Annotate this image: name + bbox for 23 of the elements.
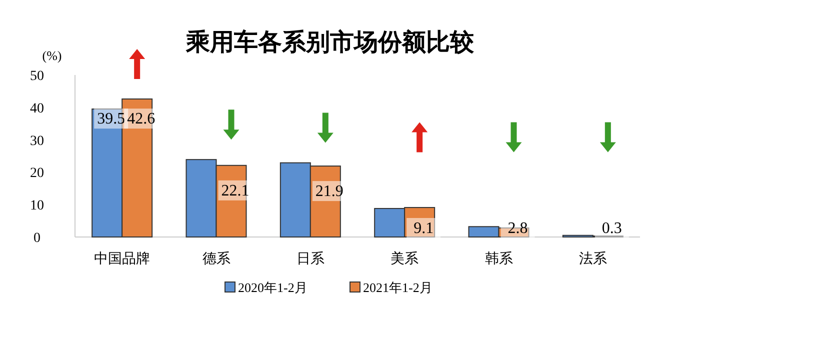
data-label: 42.6 [127, 110, 156, 128]
data-label: 9.1 [414, 220, 434, 237]
y-tick-label: 50 [30, 69, 44, 84]
x-tick-label: 德系 [202, 251, 230, 267]
x-tick-label: 法系 [578, 251, 607, 267]
x-tick-label: 美系 [390, 251, 419, 267]
data-label: 21.9 [315, 183, 344, 200]
data-label: 0.3 [602, 220, 622, 237]
x-tick-label: 韩系 [484, 251, 513, 267]
y-tick-label: 20 [30, 166, 44, 182]
data-label: 22.1 [221, 182, 250, 200]
y-tick-label: 40 [30, 101, 44, 116]
data-label: 39.5 [97, 110, 126, 128]
legend-label: 2021年1-2月 [363, 280, 432, 295]
y-axis-title: (%) [42, 48, 62, 63]
y-tick-label: 30 [30, 134, 44, 149]
x-tick-label: 日系 [296, 251, 324, 267]
x-tick-label: 中国品牌 [94, 251, 150, 267]
y-tick-label: 10 [30, 198, 44, 214]
legend-label: 2020年1-2月 [238, 280, 308, 295]
chart-title: 乘用车各系别市场份额比较 [185, 29, 475, 56]
y-tick-label: 0 [34, 231, 40, 246]
data-label: 2.8 [508, 220, 528, 237]
